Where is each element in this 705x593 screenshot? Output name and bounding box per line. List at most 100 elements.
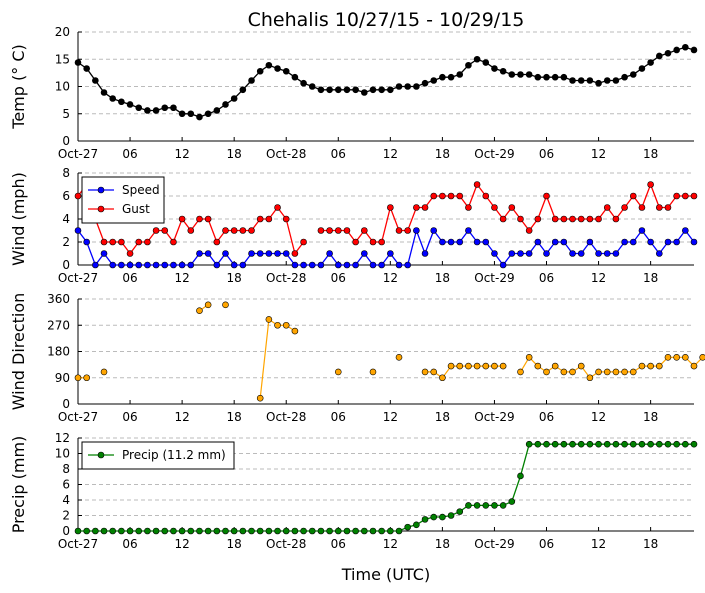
data-point [612,440,620,448]
data-point [170,238,177,246]
data-point [404,227,411,234]
data-point [682,354,689,361]
data-point [248,527,255,535]
data-point [74,527,82,535]
legend-marker [97,205,105,213]
data-point [282,250,290,257]
data-point [334,368,342,376]
data-point [655,52,663,60]
data-point [152,107,160,114]
data-point [378,238,385,246]
data-point [352,86,359,94]
data-point [569,77,576,84]
data-point [265,61,273,69]
x-tick-label: Oct-28 [266,147,306,161]
data-point [196,215,203,223]
data-point [621,238,628,246]
y-tick-label: 4 [62,493,70,507]
x-tick-label: 06 [331,410,346,424]
data-point [430,192,438,200]
panel-3: 0 90 180 270 360 Oct-27 06 12 18 Oct-28 06 12 18 Oct-… [9,292,705,424]
data-point [595,79,602,87]
x-tick-label: 18 [435,537,450,551]
data-point [473,502,481,509]
data-point [569,440,576,448]
panel-1: 0 5 10 15 20 Oct-27 06 12 18 Oct-28 06 12 18 Oct-29 06… [9,25,698,161]
data-point [126,101,134,108]
data-point [144,527,151,535]
data-point [135,261,143,269]
data-point [404,83,411,90]
data-point [170,261,177,269]
data-point [543,250,550,257]
data-point [300,261,307,269]
x-tick-label: 12 [174,410,189,424]
data-point [673,192,680,200]
data-point [326,227,333,234]
data-point [560,215,568,223]
y-tick-label: 10 [55,80,70,94]
data-point [387,204,394,211]
figure-title: Chehalis 10/27/15 - 10/29/15 [248,9,525,31]
data-point [161,104,169,112]
x-tick-label: 06 [539,410,554,424]
data-point [92,261,99,269]
x-tick-label: 06 [122,147,137,161]
data-point [603,204,611,211]
data-point [491,250,498,257]
data-point [291,261,299,269]
data-point [430,513,438,521]
data-point [447,362,455,370]
data-point [508,250,516,257]
data-point [534,362,542,370]
data-point [612,215,620,223]
y-tick-label: 4 [62,212,70,226]
data-point [135,527,143,535]
data-point [629,440,637,448]
y-tick-label: 6 [62,478,70,492]
data-point [213,527,221,535]
data-point [239,261,247,269]
y-tick-label: 2 [62,509,70,523]
data-point [421,79,429,87]
x-tick-label: 06 [539,147,554,161]
x-tick-label: 12 [174,271,189,285]
data-point [647,59,654,66]
data-point [178,527,186,535]
data-point [395,261,403,269]
data-point [551,73,559,81]
x-tick-label: Oct-27 [58,410,98,424]
data-point [690,440,698,448]
legend-entry: Precip (11.2 mm) [122,448,226,462]
data-point [274,204,281,211]
y-tick-label: 180 [47,345,70,359]
y-axis-label: Temp (° C) [9,44,28,129]
data-point [265,527,273,535]
series-line-speed [77,228,695,267]
data-point [404,523,411,531]
data-point [118,261,125,269]
data-point [230,527,238,535]
data-point [603,368,611,376]
data-point [560,73,568,81]
data-point [595,440,602,448]
data-point [456,238,464,246]
data-point [421,204,429,211]
data-point [699,354,705,361]
data-point [291,73,299,81]
data-point [413,227,420,234]
data-point [152,261,160,269]
data-point [569,250,576,257]
data-point [256,250,264,257]
data-point [577,440,585,448]
data-point [586,77,594,84]
data-point [248,227,255,234]
data-point [204,110,212,118]
data-point [447,512,455,519]
data-point [543,440,550,448]
data-point [83,374,90,382]
data-point [265,316,273,323]
data-point [196,113,203,121]
data-point [74,227,82,234]
x-tick-label: Oct-28 [266,537,306,551]
